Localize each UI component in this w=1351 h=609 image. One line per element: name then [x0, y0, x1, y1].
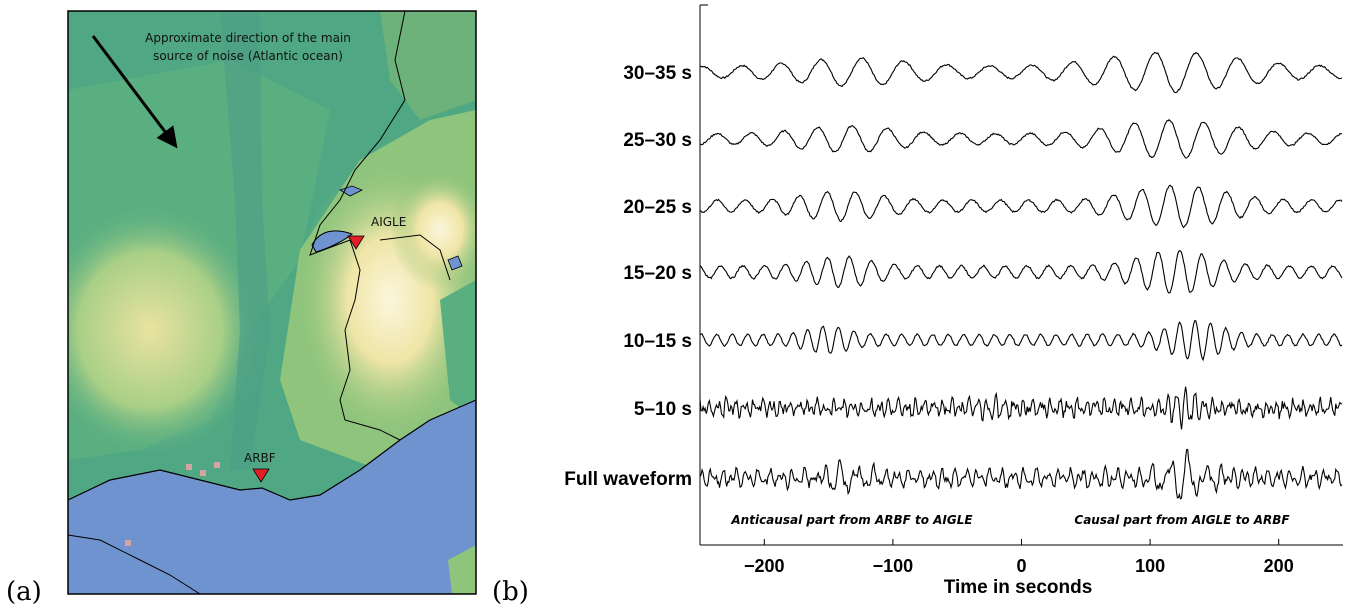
station-arbf-marker	[252, 468, 270, 483]
map-frame	[67, 10, 477, 595]
period-band-labels: 30–35 s 25–30 s 20–25 s 15–20 s 10–15 s 5–10 …	[564, 63, 692, 490]
waveform-panel: (b) −200 −100 0 100 200 30–35 s 25–30 s 20–25 …	[492, 4, 1343, 607]
waveform-traces	[699, 51, 1343, 500]
wetland-pixel	[214, 462, 220, 468]
x-tick-label: −200	[744, 556, 785, 576]
x-tick-label: 100	[1135, 556, 1165, 576]
x-axis-ticks: −200 −100 0 100 200	[744, 539, 1294, 576]
noise-annotation-line1: Approximate direction of the main	[145, 31, 351, 45]
alps-north	[390, 170, 476, 290]
panel-a-label: (a)	[6, 577, 42, 607]
plateau	[380, 11, 476, 120]
noise-annotation-line2: source of noise (Atlantic ocean)	[153, 49, 343, 63]
waveform-trace	[699, 448, 1343, 500]
station-aigle-label: AIGLE	[371, 215, 406, 229]
waveform-trace	[699, 184, 1343, 229]
x-tick-label: 0	[1016, 556, 1026, 576]
waveform-trace	[699, 119, 1342, 159]
wetland-pixel	[200, 470, 206, 476]
period-band-label: 5–10 s	[634, 399, 692, 420]
noise-direction-arrow	[91, 35, 178, 149]
station-arbf-label: ARBF	[244, 451, 276, 465]
border-line	[379, 234, 451, 281]
waveform-trace	[699, 386, 1343, 430]
x-tick-label: −100	[873, 556, 914, 576]
panel-b-label: (b)	[492, 577, 529, 607]
wetland-pixel	[125, 540, 131, 546]
waveform-trace	[699, 319, 1343, 362]
x-axis-title: Time in seconds	[944, 577, 1093, 598]
map-panel: Approximate direction of the main source…	[6, 10, 477, 607]
anticausal-note: Anticausal part from ARBF to AIGLE	[730, 513, 973, 527]
x-tick-label: 200	[1264, 556, 1294, 576]
rhone-valley	[220, 11, 270, 470]
topographic-map	[68, 11, 476, 594]
period-band-label: 20–25 s	[623, 197, 692, 218]
mediterranean-sea	[68, 400, 476, 594]
period-band-label: 30–35 s	[623, 63, 692, 84]
period-band-label: Full waveform	[564, 469, 692, 490]
waveform-trace	[699, 51, 1343, 94]
station-aigle-marker	[347, 235, 365, 250]
coastline	[68, 399, 476, 501]
po-basin	[440, 280, 476, 420]
lake-maggiore	[447, 255, 463, 271]
period-band-label: 25–30 s	[623, 130, 692, 151]
corsica	[448, 545, 476, 594]
period-band-label: 10–15 s	[623, 331, 692, 352]
massif-central	[68, 200, 270, 460]
causal-note: Causal part from AIGLE to ARBF	[1074, 513, 1290, 527]
waveform-trace	[699, 250, 1343, 294]
border-line	[68, 534, 201, 594]
period-band-label: 15–20 s	[623, 263, 692, 284]
wetland-pixel	[186, 464, 192, 470]
